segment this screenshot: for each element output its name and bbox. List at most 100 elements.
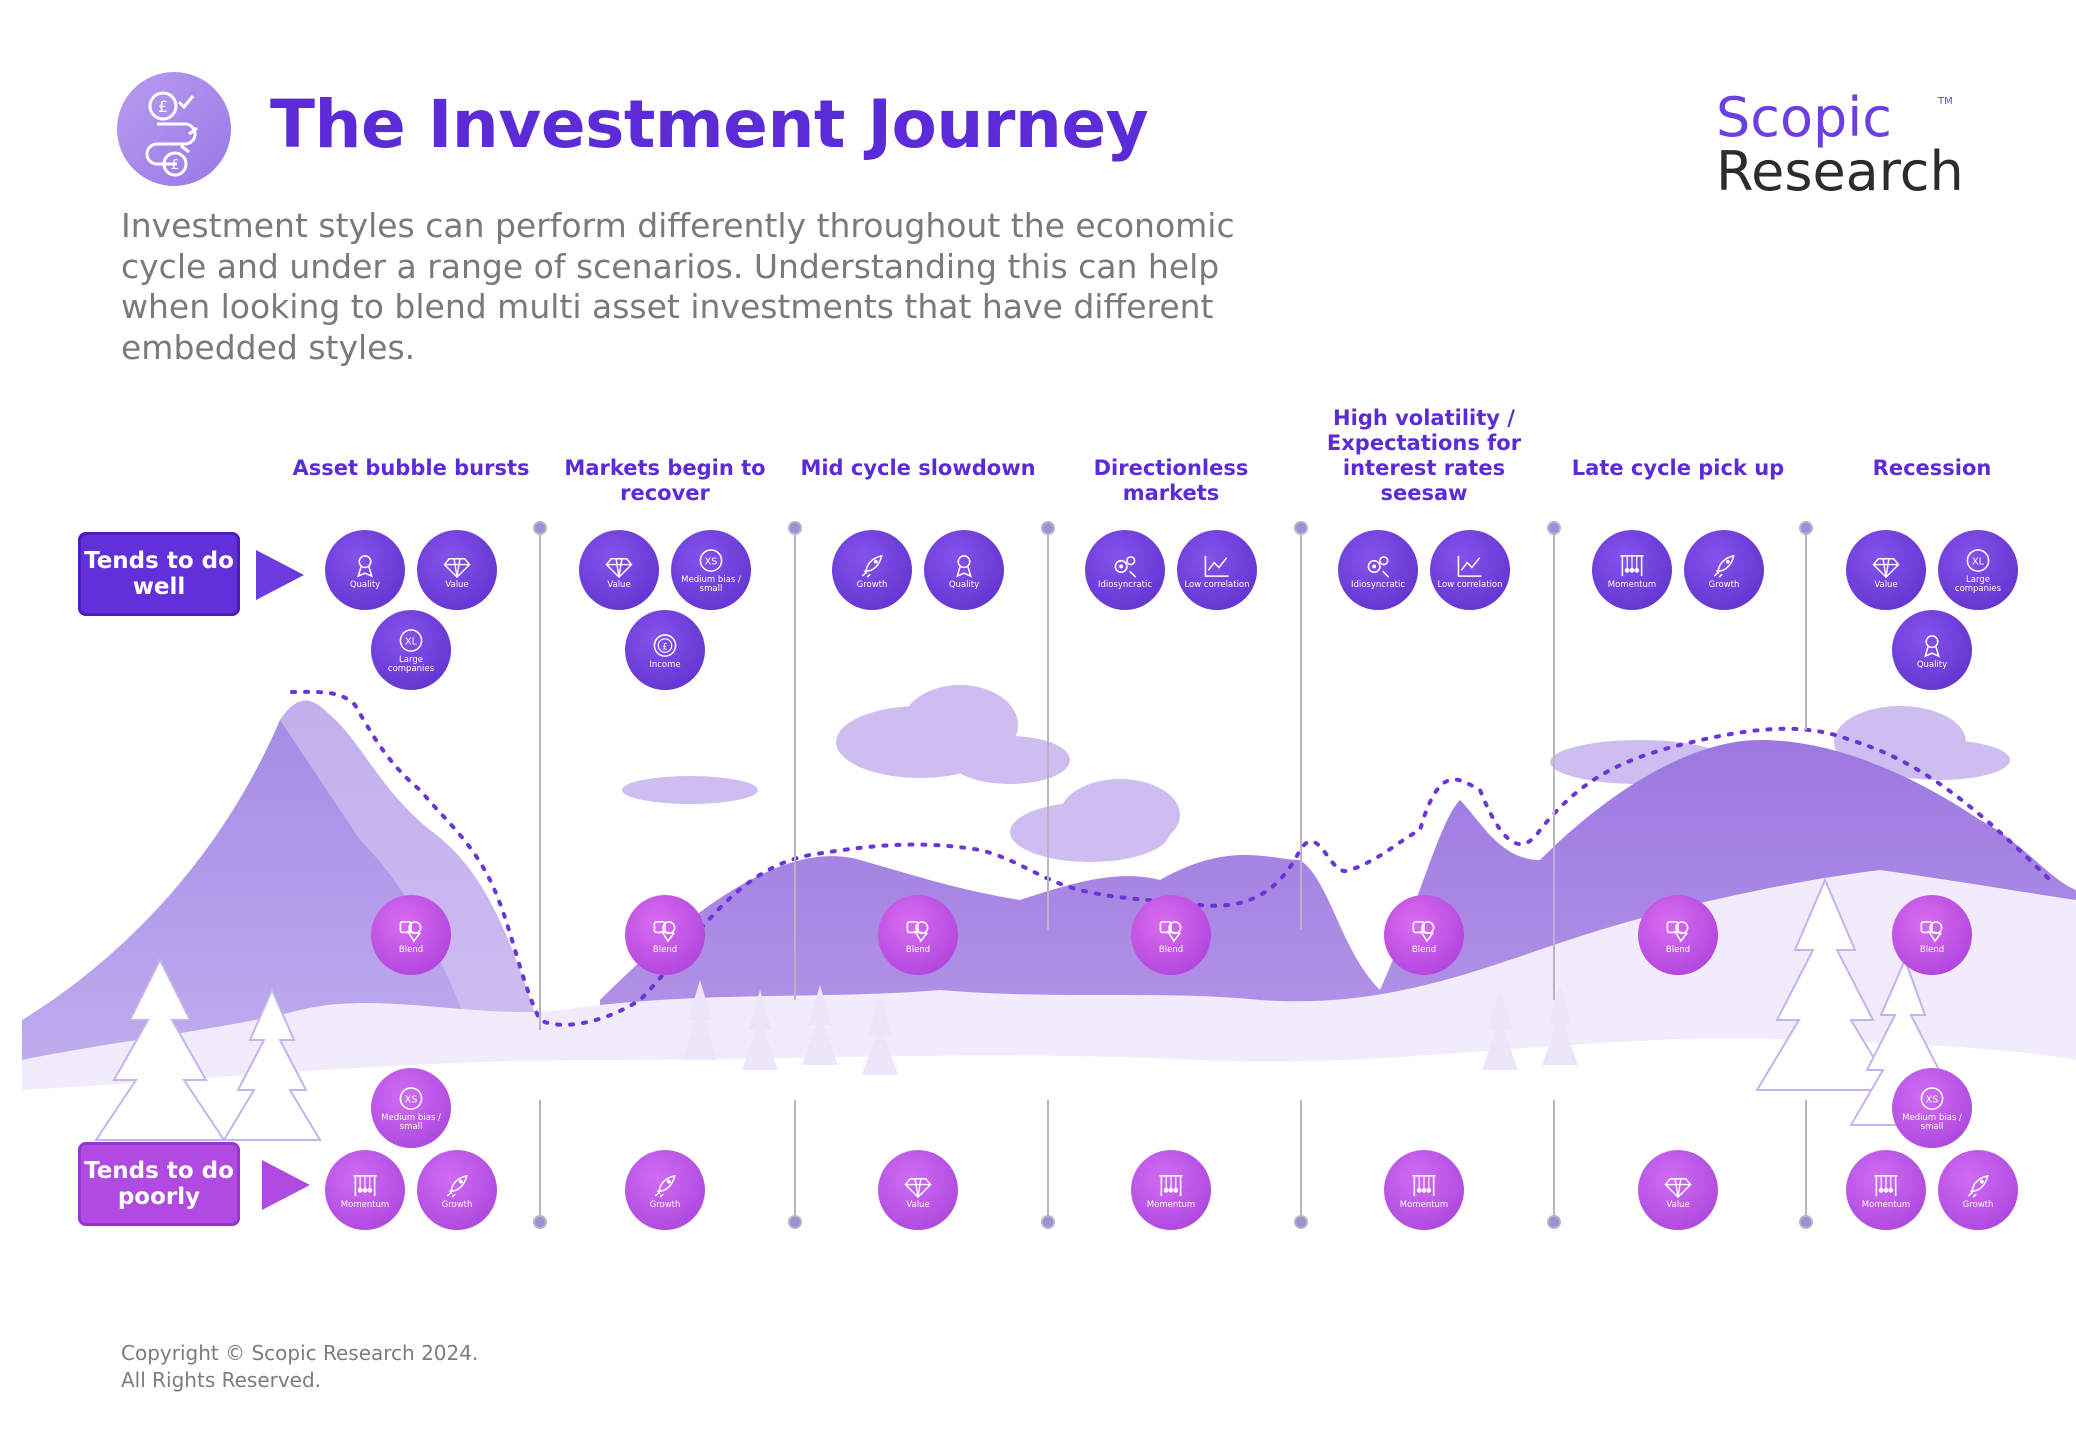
- xl-icon: XL: [1966, 549, 1990, 572]
- tends-to-do-well-label: Tends to do well: [78, 532, 240, 616]
- chart-icon: [1204, 555, 1229, 577]
- style-badge-value: Value: [878, 1150, 958, 1230]
- style-badge-label: Growth: [1708, 579, 1740, 590]
- style-badge-label: Blend: [398, 944, 424, 955]
- style-badge-label: Medium bias / small: [381, 1113, 441, 1132]
- svg-text:£: £: [171, 158, 179, 173]
- style-badge-label: Momentum: [1861, 1199, 1911, 1210]
- blend-icon: [1412, 920, 1435, 942]
- style-badge-blend: Blend: [878, 895, 958, 975]
- background-trees: [682, 980, 1578, 1075]
- style-badge-quality: Quality: [924, 530, 1004, 610]
- style-badge-blend: Blend: [371, 895, 451, 975]
- style-badge-label: Value: [1874, 579, 1898, 590]
- copyright-line-2: All Rights Reserved.: [121, 1368, 322, 1392]
- intro-paragraph: Investment styles can perform differentl…: [121, 206, 1235, 367]
- style-badge-growth: Growth: [1938, 1150, 2018, 1230]
- style-badge-idiosyncratic: Idiosyncratic: [1085, 530, 1165, 610]
- do-well-arrow-icon: [256, 550, 304, 600]
- blend-icon: [653, 920, 676, 942]
- style-badge-low-correlation: Low correlation: [1177, 530, 1257, 610]
- style-badge-growth: Growth: [417, 1150, 497, 1230]
- do-poorly-arrow-icon: [262, 1160, 310, 1210]
- quality-icon: [357, 554, 373, 577]
- style-badge-growth: Growth: [625, 1150, 705, 1230]
- style-badge-blend: Blend: [1384, 895, 1464, 975]
- blend-icon: [1159, 920, 1182, 942]
- phase-title-2: Markets begin to recover: [564, 456, 766, 505]
- style-badge-quality: Quality: [1892, 610, 1972, 690]
- style-badge-medium-bias-small: XS Medium bias / small: [671, 530, 751, 610]
- svg-text:£: £: [662, 642, 668, 652]
- diamond-icon: [904, 1177, 932, 1198]
- style-badge-value: Value: [579, 530, 659, 610]
- blend-icon: [399, 920, 422, 942]
- phase-title-5: High volatility / Expectations for inter…: [1326, 406, 1522, 505]
- xl-icon: XL: [399, 629, 423, 652]
- style-badge-label: Low correlation: [1184, 579, 1250, 590]
- gears-icon: [1114, 555, 1137, 578]
- style-badge-label: Value: [445, 579, 469, 590]
- chart-icon: [1457, 555, 1482, 577]
- style-badge-growth: Growth: [1684, 530, 1764, 610]
- journey-icon: £ £: [117, 72, 231, 186]
- style-badge-large-companies: XL Large companies: [1938, 530, 2018, 610]
- style-badge-label: Blend: [1665, 944, 1691, 955]
- style-badge-label: Blend: [905, 944, 931, 955]
- newtons-cradle-icon: [353, 1174, 377, 1196]
- style-badge-quality: Quality: [325, 530, 405, 610]
- phase-title-7: Recession: [1872, 456, 1992, 480]
- style-badge-medium-bias-small: XS Medium bias / small: [371, 1068, 451, 1148]
- blend-icon: [1666, 920, 1689, 942]
- style-badge-income: £ Income: [625, 610, 705, 690]
- phase-title-3: Mid cycle slowdown: [800, 456, 1036, 480]
- copyright: Copyright © Scopic Research 2024. All Ri…: [121, 1340, 478, 1394]
- style-badge-label: Idiosyncratic: [1097, 579, 1153, 590]
- phase-title-1: Asset bubble bursts: [292, 456, 530, 480]
- style-badge-label: Value: [1666, 1199, 1690, 1210]
- diamond-icon: [605, 557, 633, 578]
- copyright-line-1: Copyright © Scopic Research 2024.: [121, 1341, 479, 1365]
- style-badge-label: Blend: [1411, 944, 1437, 955]
- style-badge-label: Growth: [1962, 1199, 1994, 1210]
- style-badge-label: Blend: [652, 944, 678, 955]
- clouds: [622, 685, 2010, 862]
- style-badge-label: Blend: [1158, 944, 1184, 955]
- xs-icon: XS: [699, 549, 723, 572]
- style-badge-label: Medium bias / small: [681, 575, 741, 594]
- style-badge-label: Large companies: [387, 655, 435, 674]
- quality-icon: [956, 554, 972, 577]
- rocket-icon: [1967, 1174, 1989, 1198]
- style-badge-label: Quality: [1916, 659, 1948, 670]
- svg-text:XS: XS: [705, 556, 718, 567]
- style-badge-momentum: Momentum: [1131, 1150, 1211, 1230]
- style-badge-value: Value: [417, 530, 497, 610]
- style-badge-label: Value: [607, 579, 631, 590]
- svg-text:XL: XL: [1972, 556, 1985, 567]
- newtons-cradle-icon: [1874, 1174, 1898, 1196]
- style-badge-value: Value: [1638, 1150, 1718, 1230]
- style-badge-large-companies: XL Large companies: [371, 610, 451, 690]
- rocket-icon: [446, 1174, 468, 1198]
- svg-text:£: £: [158, 97, 168, 116]
- style-badge-label: Growth: [856, 579, 888, 590]
- style-badge-label: Growth: [441, 1199, 473, 1210]
- style-badge-blend: Blend: [1638, 895, 1718, 975]
- newtons-cradle-icon: [1159, 1174, 1183, 1196]
- diamond-icon: [443, 557, 471, 578]
- style-badge-low-correlation: Low correlation: [1430, 530, 1510, 610]
- svg-text:XL: XL: [405, 636, 418, 647]
- phase-title-6: Late cycle pick up: [1571, 456, 1785, 480]
- style-badge-momentum: Momentum: [1592, 530, 1672, 610]
- quality-icon: [1924, 634, 1940, 657]
- rocket-icon: [654, 1174, 676, 1198]
- tends-to-do-poorly-label: Tends to do poorly: [78, 1142, 240, 1226]
- logo-line-2: Research: [1716, 140, 1964, 203]
- style-badge-momentum: Momentum: [1384, 1150, 1464, 1230]
- style-badge-label: Momentum: [1607, 579, 1657, 590]
- logo-line-1: Scopic: [1716, 86, 1892, 149]
- style-badge-label: Momentum: [1146, 1199, 1196, 1210]
- style-badge-idiosyncratic: Idiosyncratic: [1338, 530, 1418, 610]
- style-badge-momentum: Momentum: [325, 1150, 405, 1230]
- xs-icon: XS: [399, 1087, 423, 1110]
